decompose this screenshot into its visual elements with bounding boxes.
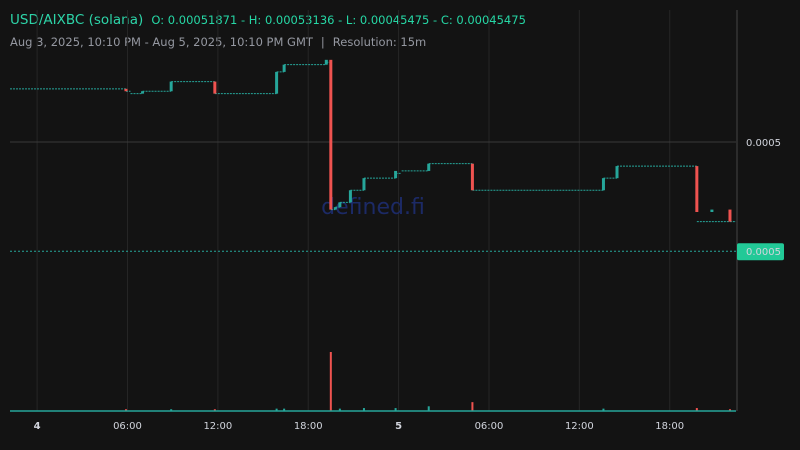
time-range: Aug 3, 2025, 10:10 PM - Aug 5, 2025, 10:… (10, 35, 313, 49)
volume-bar (338, 408, 341, 411)
candle[interactable] (213, 81, 217, 94)
volume-bar (124, 409, 127, 411)
time-tick-label: 06:00 (113, 421, 142, 432)
time-tick-label: 12:00 (203, 421, 232, 432)
time-tick-label: 4 (34, 421, 41, 432)
time-tick-label: 12:00 (565, 421, 594, 432)
candle[interactable] (710, 209, 714, 212)
volume-bar (602, 408, 605, 411)
price-tick-label: 0.0005 (746, 138, 781, 149)
candle[interactable] (427, 163, 431, 171)
candle[interactable] (275, 71, 279, 94)
candle[interactable] (728, 209, 732, 222)
candle[interactable] (695, 166, 699, 212)
volume-bar (329, 352, 332, 411)
price-segments (10, 61, 736, 223)
volume-bar (695, 408, 698, 411)
candle[interactable] (394, 170, 398, 179)
candle[interactable] (169, 81, 173, 92)
time-tick-label: 18:00 (294, 421, 323, 432)
range-line: Aug 3, 2025, 10:10 PM - Aug 5, 2025, 10:… (10, 34, 526, 50)
price-axis: 0.0005 (746, 138, 781, 149)
candle[interactable] (124, 88, 128, 92)
resolution-label: Resolution: 15m (332, 35, 427, 49)
pair-title: USD/AIXBC (solana) (10, 12, 144, 28)
candle[interactable] (282, 64, 286, 72)
ohlc-values: O: 0.00051871 - H: 0.00053136 - L: 0.000… (151, 13, 526, 27)
time-tick-label: 18:00 (655, 421, 684, 432)
candle[interactable] (362, 178, 366, 191)
volume-bars (124, 352, 731, 411)
volume-bar (283, 408, 286, 411)
volume-bar (471, 402, 474, 411)
volume-bar (427, 406, 430, 411)
candle[interactable] (348, 190, 352, 203)
volume-bar (275, 408, 278, 411)
volume-bar (362, 408, 365, 411)
candle[interactable] (338, 202, 342, 208)
volume-bar (728, 409, 731, 411)
candle[interactable] (141, 91, 145, 94)
title-line: USD/AIXBC (solana) O: 0.00051871 - H: 0.… (10, 11, 526, 30)
volume-bar (394, 408, 397, 411)
time-tick-label: 06:00 (475, 421, 504, 432)
price-badge-text: 0.0005 (746, 247, 781, 258)
separator: | (320, 35, 325, 49)
candle[interactable] (333, 207, 337, 210)
volume-bar (170, 409, 173, 411)
price-badge-bg (737, 243, 784, 261)
candle[interactable] (615, 166, 619, 179)
candle[interactable] (324, 59, 328, 65)
time-axis: 4 06:00 12:00 18:00 5 06:00 12:00 18:00 (34, 421, 685, 432)
candle[interactable] (601, 178, 605, 191)
candle[interactable] (329, 59, 333, 210)
grid (10, 10, 736, 411)
time-tick-label: 5 (395, 421, 402, 432)
current-price-badge: 0.0005 (737, 243, 784, 261)
volume-bar (213, 409, 216, 411)
candle[interactable] (470, 163, 474, 191)
chart-header: USD/AIXBC (solana) O: 0.00051871 - H: 0.… (10, 11, 526, 50)
candles (124, 59, 732, 222)
